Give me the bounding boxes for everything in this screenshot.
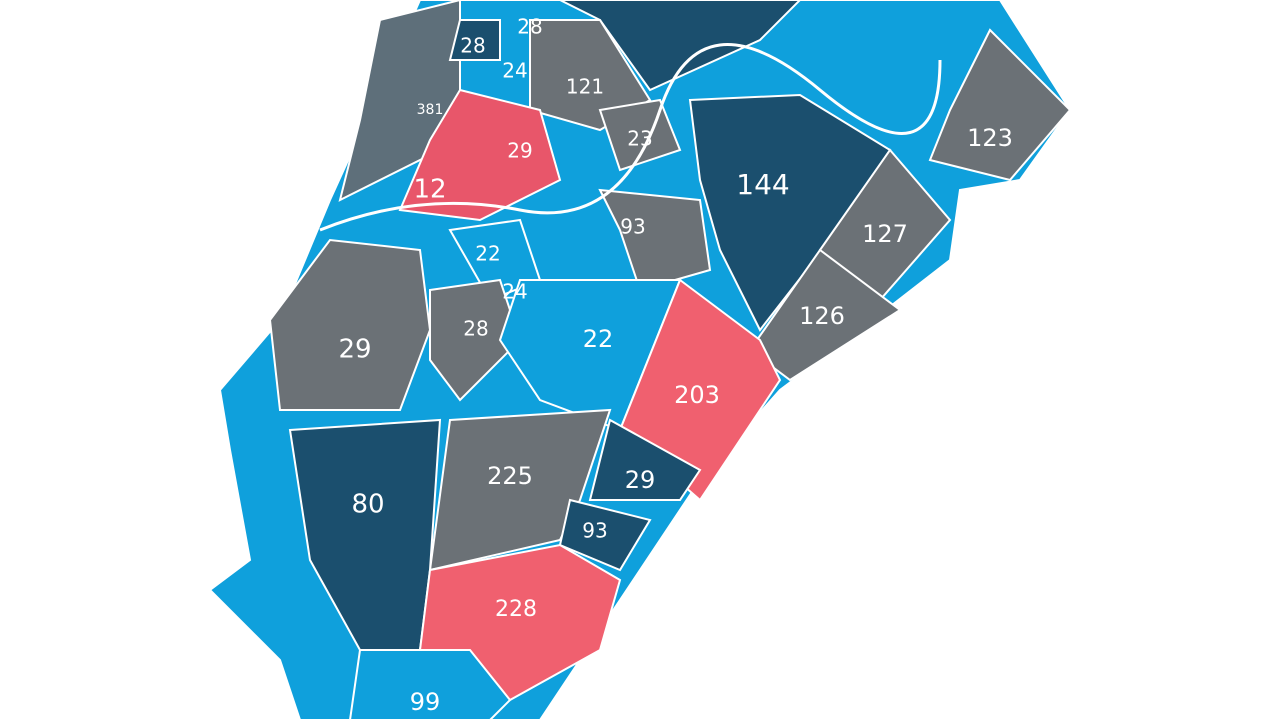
- district-label: 24: [502, 59, 527, 83]
- labels: 28 28 24 121 381 23 29 12 144 123 127 12…: [338, 15, 1012, 717]
- district-label: 99: [410, 688, 441, 716]
- district-label: 203: [674, 381, 720, 409]
- district-label: 22: [583, 325, 614, 353]
- district-label: 225: [487, 462, 533, 490]
- district-label: 28: [517, 15, 542, 39]
- district-label: 123: [967, 124, 1013, 152]
- district-label: 22: [475, 242, 500, 266]
- district-label: 80: [351, 490, 384, 520]
- district-label: 381: [417, 102, 444, 118]
- district-label: 28: [463, 317, 488, 341]
- district-label: 23: [627, 127, 652, 151]
- district-label: 93: [582, 519, 607, 543]
- district-label: 24: [502, 280, 527, 304]
- district-label: 93: [620, 215, 645, 239]
- district-label: 12: [413, 175, 446, 205]
- district-label: 29: [507, 139, 532, 163]
- district-label: 28: [460, 34, 485, 58]
- district-label: 29: [338, 335, 371, 365]
- district-label: 127: [862, 220, 908, 248]
- land: [208, 0, 1072, 720]
- district-label: 29: [625, 466, 656, 494]
- district-label: 228: [495, 597, 537, 622]
- district-label: 126: [799, 302, 845, 330]
- district-label: 144: [736, 168, 789, 201]
- district-label: 121: [566, 75, 604, 99]
